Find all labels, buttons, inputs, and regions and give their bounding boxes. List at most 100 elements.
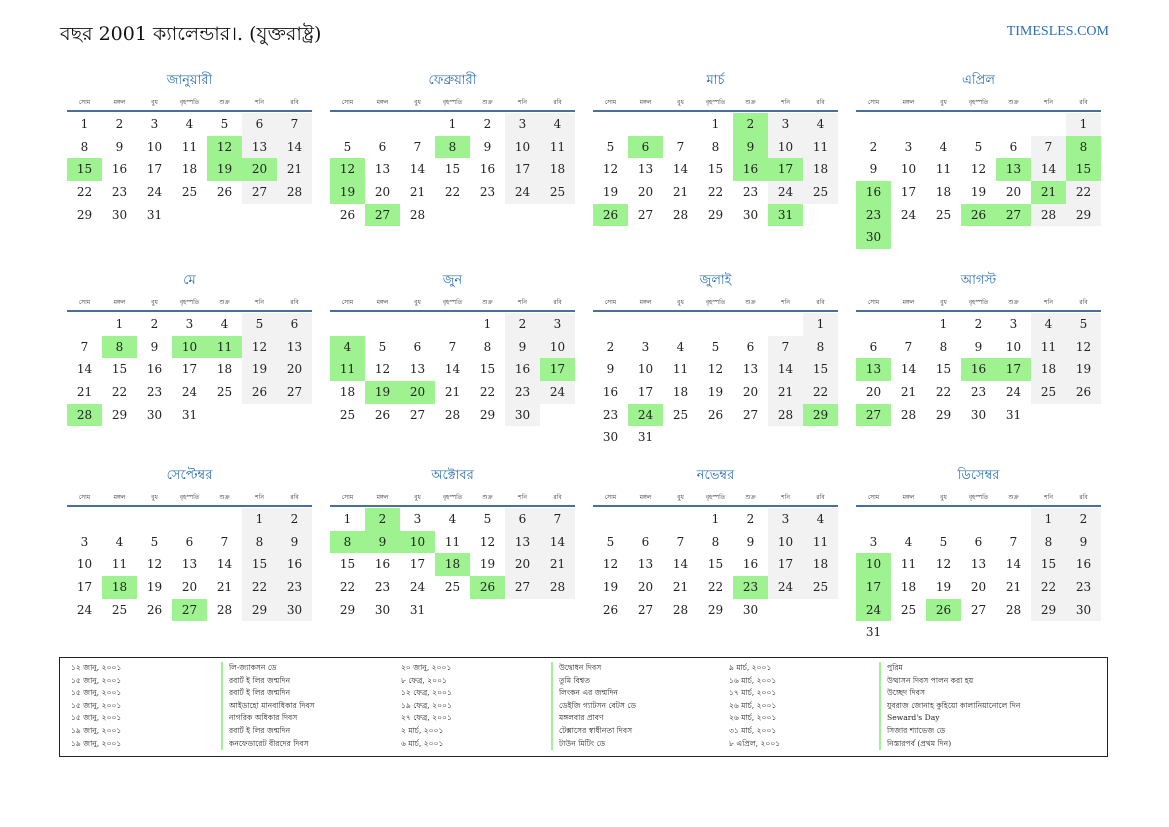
page-title: বছর 2001 ক্যালেন্ডার।. (যুক্তরাষ্ট্র)	[60, 23, 322, 45]
holiday-row: ২ মার্চ, ২০০১ টেক্সাসের স্বাধীনতা দিবস	[390, 724, 739, 738]
weekday-label: সোম	[78, 299, 91, 306]
day-cell: 15	[479, 362, 496, 377]
weekday-header: সোম মঙ্গল বুধ বৃহস্পতি শুক্র শনি রবি	[593, 295, 838, 312]
weekday-label: বুধ	[151, 99, 158, 106]
day-cell: 29	[707, 602, 724, 617]
day-cell: 18	[540, 158, 575, 182]
day-cell: 3	[1009, 317, 1018, 331]
day-cell: 30	[277, 598, 312, 622]
day-cell: 17	[768, 553, 803, 577]
day-cell: 28	[768, 403, 803, 427]
holiday-day-cell: 29	[803, 403, 838, 427]
day-cell: 5	[150, 534, 159, 549]
day-cell: 28	[1031, 203, 1066, 227]
month-calendar: আগস্ট সোম মঙ্গল বুধ বৃহস্পতি শুক্র শনি রবি 1 2 3 4 5…	[856, 272, 1101, 427]
weekday-label: বুধ	[677, 99, 684, 106]
empty-cell	[891, 313, 926, 336]
day-cell: 12	[146, 557, 163, 572]
day-cell: 21	[216, 580, 233, 595]
month-name: জুলাই	[699, 273, 732, 288]
day-cell: 28	[277, 181, 312, 204]
day-cell: 2	[277, 508, 312, 531]
day-cell: 16	[374, 557, 391, 572]
holiday-day-cell: 8	[102, 335, 137, 359]
day-cell: 15	[707, 557, 724, 572]
day-cell: 24	[181, 385, 198, 400]
weekday-label: বুধ	[414, 299, 421, 306]
day-cell: 3	[768, 113, 803, 136]
holiday-day-cell: 24	[856, 598, 891, 622]
day-cell: 3	[768, 508, 803, 531]
weekday-label: বুধ	[151, 494, 158, 501]
day-cell: 16	[277, 553, 312, 577]
day-cell: 18	[935, 185, 952, 200]
day-cell: 27	[409, 407, 426, 422]
day-cell: 17	[900, 185, 917, 200]
holiday-row: ৮ এপ্রিল, ২০০১ নিস্তারপর্ব (প্রথম দিন)	[718, 737, 1067, 751]
holiday-date: ১২ ফেব্র, ২০০১	[401, 688, 452, 698]
day-cell: 20	[742, 385, 759, 400]
weekday-label: বৃহস্পতি	[179, 494, 200, 501]
month-calendar: জুলাই সোম মঙ্গল বুধ বৃহস্পতি শুক্র শনি রবি 1 2 3 4 5…	[593, 272, 838, 449]
day-cell: 13	[409, 362, 426, 377]
site-link[interactable]: TIMESLES.COM	[1006, 24, 1109, 39]
holiday-row: ৯ মার্চ, ২০০১ পুরিম	[718, 662, 1067, 675]
holiday-day-cell: 16	[856, 181, 891, 204]
day-cell: 22	[76, 185, 93, 200]
day-cell: 23	[602, 407, 619, 422]
holiday-day-cell: 13	[996, 158, 1031, 182]
day-cell: 14	[900, 362, 917, 377]
day-cell: 5	[343, 139, 352, 154]
day-cell: 27	[505, 576, 540, 599]
day-cell: 6	[378, 139, 387, 154]
day-cell: 30	[505, 403, 540, 427]
day-cell: 21	[672, 185, 689, 200]
months-grid: জানুয়ারী সোম মঙ্গল বুধ বৃহস্পতি শুক্র শনি রবি 1…	[67, 72, 1103, 652]
holiday-row: ৮ ফেব্র, ২০০১ তুমি বিশ্বত	[390, 674, 739, 688]
holiday-day-cell: 21	[1031, 181, 1066, 204]
holiday-day-cell: 27	[365, 203, 400, 227]
day-cell: 1	[803, 313, 838, 336]
weekday-label: বুধ	[677, 299, 684, 306]
day-cell: 13	[277, 335, 312, 359]
weekday-label: সোম	[867, 494, 880, 501]
day-cell: 1	[1031, 508, 1066, 531]
weekday-label: রবি	[553, 299, 562, 306]
day-cell: 13	[505, 530, 540, 554]
holiday-date: ২৭ ফেব্র, ২০০১	[401, 713, 452, 723]
day-cell: 11	[111, 557, 128, 572]
holiday-row: ২৬ মার্চ, ২০০১ যুবরাজ জোনাহ কুহিয়ো কালান…	[718, 699, 1067, 713]
day-cell: 10	[1005, 339, 1022, 354]
day-cell: 16	[111, 162, 128, 177]
month-name: এপ্রিল	[962, 73, 995, 88]
empty-cell	[856, 113, 891, 136]
holiday-row: ১৯ ফেব্র, ২০০১ ডেইজি গ্যাটসন বেটস ডে	[390, 699, 739, 713]
day-cell: 3	[80, 534, 89, 549]
month-name: ডিসেম্বর	[957, 468, 1000, 483]
day-cell: 6	[974, 534, 983, 549]
day-cell: 21	[277, 158, 312, 182]
holiday-date: ৯ মার্চ, ২০০১	[729, 663, 772, 672]
day-cell: 9	[974, 339, 983, 354]
holiday-day-cell: 30	[856, 226, 891, 250]
holiday-row: ১৯ জানু, ২০০১ রবার্ট ই লির জন্মদিন	[60, 724, 409, 738]
day-cell: 21	[540, 553, 575, 577]
day-cell: 7	[540, 508, 575, 531]
holiday-row: ১৭ মার্চ, ২০০১ উচ্ছেদ দিবস	[718, 687, 1067, 700]
day-cell: 12	[374, 362, 391, 377]
weekday-label: মঙ্গল	[113, 494, 126, 501]
weekday-label: শনি	[1044, 299, 1053, 306]
day-cell: 25	[339, 407, 356, 422]
weekday-label: শনি	[255, 299, 264, 306]
holiday-day-cell: 23	[856, 203, 891, 227]
month-calendar: এপ্রিল সোম মঙ্গল বুধ বৃহস্পতি শুক্র শনি রবি 1 2 3 4…	[856, 72, 1101, 250]
weekday-label: রবি	[553, 494, 562, 501]
empty-cell	[891, 113, 926, 136]
day-cell: 4	[803, 113, 838, 136]
day-cell: 7	[768, 335, 803, 359]
day-cell: 29	[111, 407, 128, 422]
day-cell: 15	[242, 553, 277, 577]
day-cell: 26	[242, 381, 277, 404]
day-cell: 15	[935, 362, 952, 377]
day-cell: 22	[1066, 181, 1101, 204]
